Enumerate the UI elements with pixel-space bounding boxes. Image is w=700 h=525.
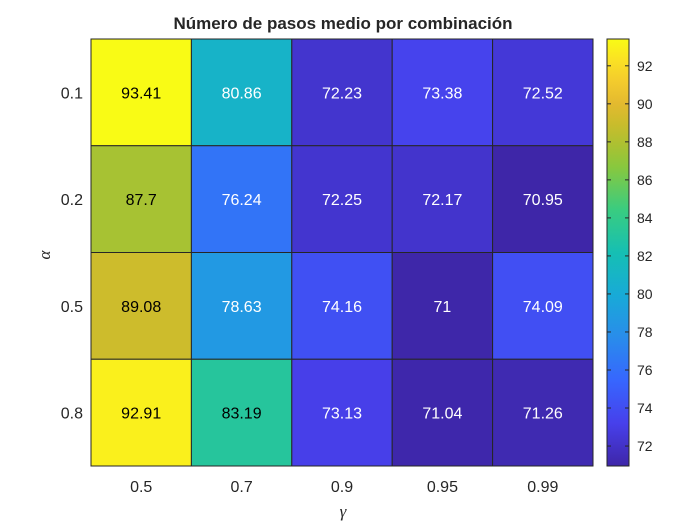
cell-value-label: 78.63 bbox=[222, 299, 262, 316]
y-axis-label: α bbox=[35, 249, 54, 259]
heatmap-cell bbox=[190, 252, 293, 360]
cell-value-label: 76.24 bbox=[222, 192, 262, 209]
cell-value-label: 72.17 bbox=[422, 192, 462, 209]
cell-value-label: 89.08 bbox=[121, 299, 161, 316]
heatmap-cell bbox=[190, 38, 293, 147]
cell-value-label: 71.26 bbox=[523, 406, 563, 423]
colorbar-tick-label: 84 bbox=[637, 210, 653, 226]
x-tick-label: 0.7 bbox=[230, 479, 252, 496]
heatmap-cell bbox=[190, 358, 293, 467]
cell-value-label: 72.23 bbox=[322, 85, 362, 102]
heatmap-cell bbox=[492, 38, 594, 147]
heatmap-cell bbox=[492, 145, 594, 253]
colorbar-tick-label: 86 bbox=[637, 172, 653, 188]
y-tick-label: 0.8 bbox=[61, 406, 83, 423]
y-tick-label: 0.2 bbox=[61, 192, 83, 209]
cell-value-label: 71.04 bbox=[422, 406, 462, 423]
chart-title: Número de pasos medio por combinación bbox=[173, 14, 512, 33]
heatmap-cell bbox=[90, 38, 192, 147]
x-tick-labels: 0.5 0.7 0.9 0.95 0.99 bbox=[130, 479, 558, 496]
cell-value-label: 87.7 bbox=[126, 192, 157, 209]
heatmap-border bbox=[90, 38, 594, 467]
cell-value-label: 70.95 bbox=[523, 192, 563, 209]
cell-value-label: 80.86 bbox=[222, 85, 262, 102]
colorbar-tick-label: 80 bbox=[637, 286, 653, 302]
y-tick-label: 0.5 bbox=[61, 299, 83, 316]
cell-value-label: 74.16 bbox=[322, 299, 362, 316]
x-axis-label: γ bbox=[340, 502, 348, 521]
cell-value-label: 72.52 bbox=[523, 85, 563, 102]
cell-value-label: 73.13 bbox=[322, 406, 362, 423]
colorbar-tick-label: 78 bbox=[637, 324, 653, 340]
cell-value-label: 71 bbox=[434, 299, 452, 316]
colorbar-tick-label: 76 bbox=[637, 362, 653, 378]
x-tick-label: 0.99 bbox=[527, 479, 558, 496]
heatmap-cells: 93.41 80.86 72.23 73.38 72.52 87.7 76.24 72.25 7… bbox=[90, 38, 594, 467]
colorbar-tick-label: 88 bbox=[637, 134, 653, 150]
y-tick-labels: 0.1 0.2 0.5 0.8 bbox=[61, 85, 83, 422]
colorbar-tick-label: 72 bbox=[637, 438, 653, 454]
heatmap-cell bbox=[291, 358, 393, 467]
heatmap-cell bbox=[492, 358, 594, 467]
colorbar-gradient bbox=[606, 38, 630, 467]
heatmap-cell bbox=[291, 252, 393, 360]
colorbar: 72 74 76 78 80 82 84 86 88 90 92 bbox=[606, 38, 653, 467]
x-tick-label: 0.5 bbox=[130, 479, 152, 496]
cell-value-label: 83.19 bbox=[222, 406, 262, 423]
y-tick-label: 0.1 bbox=[61, 85, 83, 102]
x-tick-label: 0.9 bbox=[331, 479, 353, 496]
heatmap-cell bbox=[291, 145, 393, 253]
heatmap-cell bbox=[90, 145, 192, 253]
heatmap-cell bbox=[492, 252, 594, 360]
cell-value-label: 92.91 bbox=[121, 406, 161, 423]
x-tick-label: 0.95 bbox=[427, 479, 458, 496]
colorbar-tick-label: 92 bbox=[637, 58, 653, 74]
colorbar-tick-label: 74 bbox=[637, 400, 653, 416]
colorbar-tick-label: 90 bbox=[637, 96, 653, 112]
heatmap-cell bbox=[391, 358, 494, 467]
heatmap-cell bbox=[391, 252, 494, 360]
cell-value-label: 72.25 bbox=[322, 192, 362, 209]
heatmap-cell bbox=[391, 38, 494, 147]
cell-value-label: 93.41 bbox=[121, 85, 161, 102]
cell-value-label: 74.09 bbox=[523, 299, 563, 316]
cell-value-label: 73.38 bbox=[422, 85, 462, 102]
colorbar-tick-label: 82 bbox=[637, 248, 653, 264]
